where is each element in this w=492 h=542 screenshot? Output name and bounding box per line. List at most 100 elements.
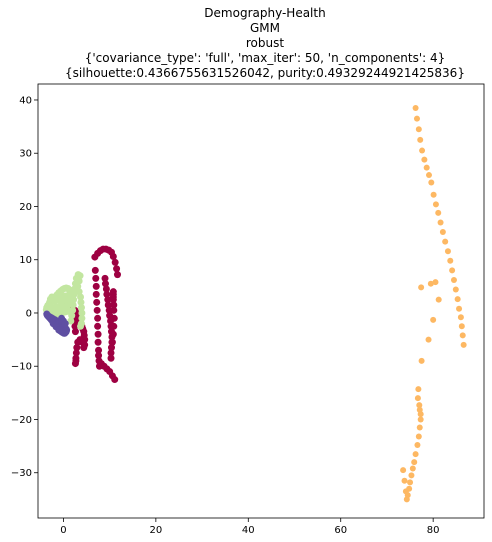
plot-points [42,104,467,503]
y-tick-label: 20 [19,202,32,213]
y-tick-label: 10 [19,255,32,266]
x-tick-label: 0 [60,525,66,536]
data-point [415,433,422,440]
data-point [425,336,432,343]
data-point [400,467,407,474]
data-point [437,219,444,226]
data-point [450,276,457,283]
data-point [439,229,446,236]
x-tick-label: 80 [427,525,440,536]
data-point [428,179,435,186]
data-point [413,115,420,122]
data-point [113,271,121,279]
plot-frame [37,83,485,519]
data-point [91,266,99,274]
data-point [63,302,71,310]
data-point [77,322,85,330]
data-point [107,344,115,352]
data-point [403,496,410,503]
data-point [417,411,424,418]
data-point [415,386,422,393]
data-point [427,280,434,287]
data-point [80,344,88,352]
data-point [418,357,425,364]
data-point [65,295,73,303]
data-point [102,285,110,293]
data-point [460,341,467,348]
data-point [92,274,100,282]
data-point [110,314,118,322]
data-point [430,191,437,198]
data-point [401,477,408,484]
data-point [449,267,456,274]
data-point [71,360,79,368]
data-point [109,288,117,296]
data-point [94,314,102,322]
data-point [412,104,419,111]
data-point [103,290,111,298]
data-point [77,293,85,301]
data-point [412,451,419,458]
data-point [454,296,461,303]
x-tick-label: 60 [334,525,347,536]
data-point [101,274,109,282]
data-point [408,472,415,479]
data-point [409,465,416,472]
data-point [456,305,463,312]
data-point [95,352,103,360]
data-point [459,332,466,339]
chart-title-line-2: GMM [250,21,280,35]
y-tick-label: 0 [26,308,32,319]
data-point [107,354,115,362]
data-point [416,402,423,409]
data-point [72,349,80,357]
y-tick-label: −30 [11,468,32,479]
data-point [94,338,102,346]
data-point [414,442,421,449]
data-point [94,322,102,330]
chart-title-line-1: Demography-Health [204,6,325,20]
data-point [452,286,459,293]
data-point [421,156,428,163]
data-point [78,314,86,322]
data-point [458,323,465,330]
y-tick-label: −10 [11,362,32,373]
data-point [447,257,454,264]
data-point [442,238,449,245]
data-point [109,253,117,261]
data-point [418,284,425,291]
data-point [92,282,100,290]
data-point [76,272,84,280]
data-point [104,296,112,304]
series-0 [400,104,467,503]
data-point [78,309,86,317]
data-point [104,301,112,309]
data-point [444,248,451,255]
data-point [417,416,424,423]
data-point [108,338,116,346]
data-point [74,338,82,346]
data-point [92,290,100,298]
data-point [414,395,421,402]
data-point [95,346,103,354]
data-point [457,314,464,321]
data-point [435,209,442,216]
data-point [402,488,409,495]
data-point [67,317,75,325]
data-point [71,322,79,330]
x-tick-label: 40 [242,525,255,536]
data-point [419,147,426,154]
data-point [77,304,85,312]
data-point [415,126,422,133]
x-tick-label: 20 [149,525,162,536]
chart-title-line-4: {'covariance_type': 'full', 'max_iter': … [85,51,446,65]
data-point [93,298,101,306]
data-point [71,328,79,336]
data-point [62,328,70,336]
data-point [416,424,423,431]
data-point [77,298,85,306]
data-point [411,459,418,466]
chart-title-line-3: robust [246,36,284,50]
y-tick-label: 40 [19,95,32,106]
